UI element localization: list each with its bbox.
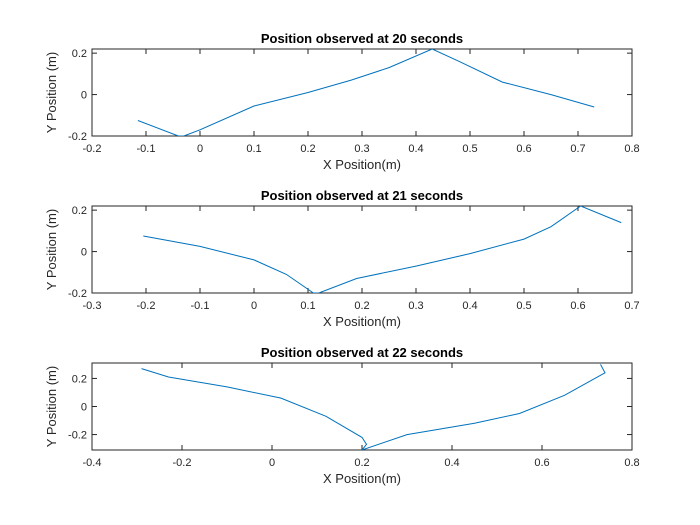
series-line (141, 364, 606, 450)
y-axis-label: Y Position (m) (44, 52, 59, 133)
chart-title: Position observed at 20 seconds (261, 31, 463, 46)
series-line (137, 49, 595, 136)
y-axis-label: Y Position (m) (44, 209, 59, 290)
axes-box (91, 48, 633, 137)
x-tick-label: 0.8 (624, 143, 639, 155)
series-line (143, 206, 622, 293)
x-tick-label: 0.7 (624, 300, 639, 312)
y-tick-label: -0.2 (68, 430, 87, 442)
y-axis-label: Y Position (m) (44, 366, 59, 447)
x-axis-label: X Position(m) (323, 157, 401, 172)
axes-box (91, 205, 633, 294)
x-tick-label: 0.2 (354, 300, 369, 312)
x-tick-label: 0.4 (408, 143, 423, 155)
x-tick-label: 0.1 (300, 300, 315, 312)
x-tick-label: 0 (251, 300, 257, 312)
x-tick-label: 0.2 (300, 143, 315, 155)
x-axis-label: X Position(m) (323, 471, 401, 486)
y-tick-label: 0.2 (72, 373, 87, 385)
y-tick-label: 0 (81, 90, 87, 102)
x-tick-label: -0.1 (191, 300, 210, 312)
x-axis-label: X Position(m) (323, 314, 401, 329)
x-tick-label: -0.2 (137, 300, 156, 312)
subplot-1: -0.2 -0.1 0 0.1 0.2 0.3 0.4 0.5 0.6 0.7 0.8 -0.2 0 0.… (44, 31, 640, 172)
x-tick-label: 0.3 (354, 143, 369, 155)
y-tick-label: -0.2 (68, 288, 87, 300)
subplot-2: -0.3 -0.2 -0.1 0 0.1 0.2 0.3 0.4 0.5 0.6 0.7-0.200… (44, 188, 640, 329)
x-tick-label: -0.4 (83, 457, 102, 469)
y-tick-label: 0 (81, 402, 87, 414)
x-tick-label: 0.6 (570, 300, 585, 312)
x-tick-label: 0 (269, 457, 275, 469)
x-tick-label: 0.7 (570, 143, 585, 155)
x-tick-label: 0.4 (462, 300, 477, 312)
y-tick-label: 0.2 (72, 48, 87, 60)
x-tick-label: 0.6 (534, 457, 549, 469)
x-tick-label: 0.1 (246, 143, 261, 155)
x-tick-label: -0.2 (173, 457, 192, 469)
chart-title: Position observed at 22 seconds (261, 345, 463, 360)
subplot-3: -0.4 -0.2 0 0.2 0.4 0.6 0.8 -0.2 0 0.2 Position ob… (44, 345, 640, 486)
y-tick-label: 0.2 (72, 205, 87, 217)
x-tick-label: 0.4 (444, 457, 459, 469)
x-tick-label: 0.5 (516, 300, 531, 312)
y-tick-label: -0.2 (68, 131, 87, 143)
x-tick-label: -0.2 (83, 143, 102, 155)
x-tick-label: 0.5 (462, 143, 477, 155)
x-tick-label: -0.3 (83, 300, 102, 312)
x-tick-label: 0.3 (408, 300, 423, 312)
x-tick-label: 0.2 (354, 457, 369, 469)
chart-title: Position observed at 21 seconds (261, 188, 463, 203)
x-tick-label: 0.6 (516, 143, 531, 155)
x-tick-label: 0.8 (624, 457, 639, 469)
axes-box (91, 362, 633, 451)
y-tick-label: 0 (81, 247, 87, 259)
x-tick-label: -0.1 (137, 143, 156, 155)
x-tick-label: 0 (197, 143, 203, 155)
